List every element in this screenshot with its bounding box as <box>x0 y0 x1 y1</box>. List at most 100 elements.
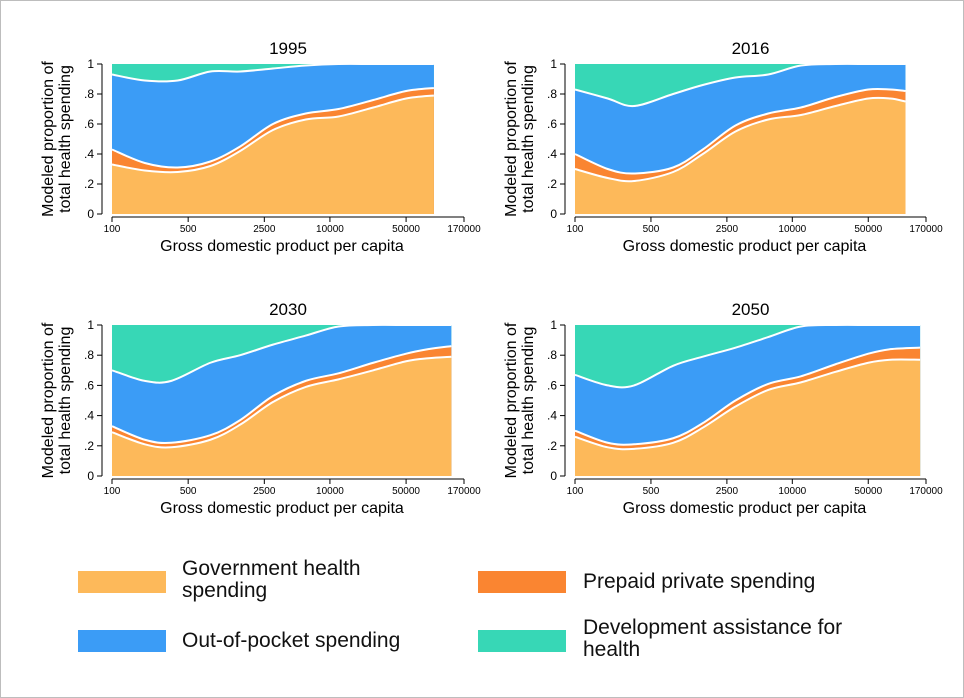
boundary-line-prepaid <box>574 87 906 175</box>
x-tick-label: 50000 <box>854 486 882 497</box>
legend-label-dah-line2: health <box>583 638 641 661</box>
x-axis-label: Gross domestic product per capita <box>160 500 404 517</box>
y-tick-label: .6 <box>84 117 94 131</box>
x-tick-label: 50000 <box>392 224 420 235</box>
y-tick-label: 0 <box>87 207 94 221</box>
y-tick-label: 1 <box>550 57 557 71</box>
x-tick-label: 500 <box>643 224 660 235</box>
y-tick-label: .4 <box>84 409 94 423</box>
legend-label-prepaid-line1: Prepaid private spending <box>583 570 816 593</box>
x-tick-label: 2500 <box>253 486 276 497</box>
chart-title: 2030 <box>269 300 307 319</box>
x-tick-label: 500 <box>643 486 660 497</box>
y-tick-label: 1 <box>87 318 94 332</box>
boundary-lines <box>574 62 906 183</box>
boundary-lines <box>111 62 435 174</box>
y-tick-label: .4 <box>547 409 557 423</box>
boundary-line-prepaid <box>111 345 452 445</box>
legend-label-government: Government health spending <box>182 558 482 602</box>
x-axis-label: Gross domestic product per capita <box>160 238 404 255</box>
y-axis-label-line1: Modeled proportion of <box>503 61 520 217</box>
chart-title: 2016 <box>732 39 770 58</box>
boundary-lines <box>111 323 452 449</box>
x-tick-label: 10000 <box>316 486 344 497</box>
boundary-line-prepaid <box>111 87 435 169</box>
boundary-line-oop <box>111 323 452 384</box>
x-tick-label: 170000 <box>909 486 943 497</box>
legend-label-oop-line1: Out-of-pocket spending <box>182 629 401 652</box>
y-tick-label: .2 <box>84 439 94 453</box>
legend-label-dah-line1: Development assistance for <box>583 616 843 639</box>
x-tick-label: 2500 <box>716 486 739 497</box>
chart-panel-2050: 0 .2 .4 .6 .8 1 100 500 2500 10000 50000 170000 2050… <box>503 300 943 517</box>
boundary-line-government <box>574 96 906 183</box>
y-axis-label-line1: Modeled proportion of <box>503 322 520 478</box>
x-tick-label: 2500 <box>253 224 276 235</box>
x-tick-label: 100 <box>104 224 121 235</box>
x-tick-label: 50000 <box>392 486 420 497</box>
legend-label-government-line1: Government health <box>182 557 361 580</box>
y-tick-label: 0 <box>550 207 557 221</box>
x-tick-label: 100 <box>104 486 121 497</box>
legend-label-dah: Development assistance for health <box>583 617 883 661</box>
boundary-lines <box>574 323 921 451</box>
y-tick-label: 0 <box>550 469 557 483</box>
x-tick-label: 10000 <box>778 486 806 497</box>
legend-swatch-prepaid <box>478 571 566 593</box>
boundary-line-government <box>574 358 921 451</box>
chart-title: 2050 <box>732 300 770 319</box>
y-tick-label: 1 <box>550 318 557 332</box>
y-tick-label: .8 <box>84 348 94 362</box>
y-tick-label: .2 <box>547 439 557 453</box>
x-tick-label: 170000 <box>909 224 943 235</box>
x-tick-label: 170000 <box>447 486 481 497</box>
y-tick-label: 1 <box>87 57 94 71</box>
y-axis-label-line1: Modeled proportion of <box>40 322 57 478</box>
chart-title: 1995 <box>269 39 307 58</box>
legend-swatch-oop <box>78 630 166 652</box>
y-tick-label: .4 <box>84 147 94 161</box>
boundary-line-oop <box>574 323 921 389</box>
x-tick-label: 500 <box>180 486 197 497</box>
legend-label-prepaid: Prepaid private spending <box>583 571 883 593</box>
area-government <box>112 356 452 476</box>
y-tick-label: .2 <box>547 177 557 191</box>
y-tick-label: .8 <box>84 87 94 101</box>
y-tick-label: .8 <box>547 348 557 362</box>
area-government <box>575 97 906 214</box>
boundary-line-oop <box>111 62 434 83</box>
legend-label-government-line2: spending <box>182 579 268 602</box>
x-tick-label: 100 <box>567 486 584 497</box>
area-government <box>575 359 921 476</box>
area-government <box>112 95 434 214</box>
x-tick-label: 500 <box>180 224 197 235</box>
x-axis-label: Gross domestic product per capita <box>623 500 867 517</box>
boundary-line-oop <box>574 62 906 108</box>
y-axis-label-line1: Modeled proportion of <box>40 61 57 217</box>
area-layers <box>112 63 434 215</box>
boundary-line-government <box>111 94 435 174</box>
y-tick-label: .4 <box>547 147 557 161</box>
y-axis-label-line2: total health spending <box>520 65 537 213</box>
chart-panel-1995: 0 .2 .4 .6 .8 1 100 500 2500 10000 50000 170000 1995… <box>40 39 481 255</box>
boundary-line-prepaid <box>574 346 921 446</box>
x-tick-label: 50000 <box>854 224 882 235</box>
x-axis-label: Gross domestic product per capita <box>623 238 867 255</box>
x-tick-label: 100 <box>567 224 584 235</box>
x-tick-label: 10000 <box>316 224 344 235</box>
y-tick-label: .2 <box>84 177 94 191</box>
y-axis-label-line2: total health spending <box>57 65 74 213</box>
legend-swatch-dah <box>478 630 566 652</box>
boundary-line-government <box>111 355 452 449</box>
y-tick-label: 0 <box>87 469 94 483</box>
area-layers <box>575 63 906 215</box>
y-axis-label-line2: total health spending <box>520 327 537 475</box>
chart-panel-2030: 0 .2 .4 .6 .8 1 100 500 2500 10000 50000 170000 2030… <box>40 300 481 517</box>
y-tick-label: .8 <box>547 87 557 101</box>
x-tick-label: 170000 <box>447 224 481 235</box>
x-tick-label: 10000 <box>778 224 806 235</box>
y-tick-label: .6 <box>84 378 94 392</box>
x-tick-label: 2500 <box>716 224 739 235</box>
